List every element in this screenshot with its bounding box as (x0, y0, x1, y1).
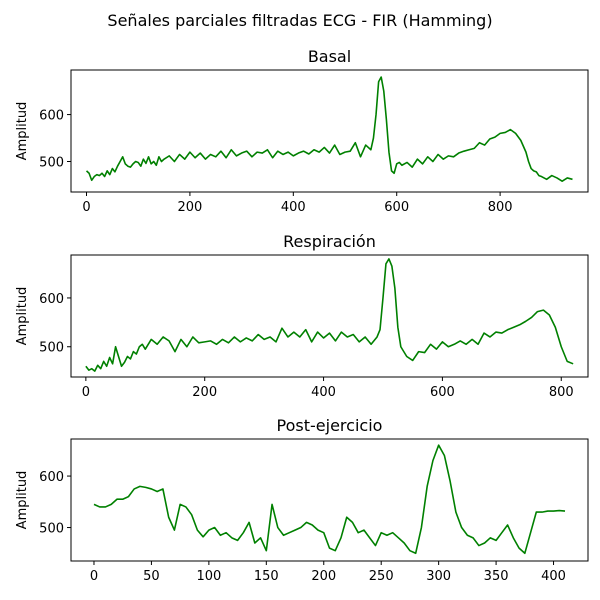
subplot-0: Basal 0 200 400 600 800 500 600 Amplitud (15, 47, 589, 215)
y-tick-label: 600 (39, 470, 64, 485)
y-tick-label: 600 (39, 292, 64, 307)
x-tick-label: 400 (311, 385, 336, 400)
x-tick-label: 50 (143, 569, 160, 584)
x-tick-label: 800 (488, 200, 513, 215)
x-tick-label: 800 (549, 385, 574, 400)
x-tick-label: 0 (82, 385, 90, 400)
y-tick-label: 500 (39, 156, 64, 171)
x-tick-label: 300 (426, 569, 451, 584)
subplot-1: Respiración 0 200 400 600 800 500 600 Amplitud (15, 232, 589, 400)
x-tick-label: 250 (369, 569, 394, 584)
x-tick-label: 400 (541, 569, 566, 584)
subplot-2: Post-ejercicio 0 50 100 150 200 250 300 350 400 50… (15, 416, 589, 584)
series-line (93, 444, 566, 555)
x-tick-label: 400 (281, 200, 306, 215)
x-tick-label: 200 (177, 200, 202, 215)
figure-title: Señales parciales filtradas ECG - FIR (H… (107, 11, 492, 30)
y-axis-label: Amplitud (15, 102, 30, 161)
axes-frame (70, 438, 589, 562)
x-tick-label: 200 (192, 385, 217, 400)
x-tick-label: 600 (430, 385, 455, 400)
subplot-title: Post-ejercicio (277, 416, 383, 435)
x-tick-label: 350 (484, 569, 509, 584)
x-tick-label: 0 (90, 569, 98, 584)
axes-frame (70, 254, 589, 378)
y-tick-label: 600 (39, 109, 64, 124)
x-tick-label: 0 (82, 200, 90, 215)
x-tick-label: 600 (384, 200, 409, 215)
y-tick-label: 500 (39, 341, 64, 356)
x-tick-label: 150 (254, 569, 279, 584)
subplot-title: Respiración (283, 232, 376, 251)
x-tick-label: 200 (311, 569, 336, 584)
y-tick-label: 500 (39, 522, 64, 537)
subplot-title: Basal (308, 47, 351, 66)
axes-frame (70, 69, 589, 193)
series-line (85, 258, 574, 372)
y-axis-label: Amplitud (15, 287, 30, 346)
series-line (85, 76, 573, 183)
x-tick-label: 100 (196, 569, 221, 584)
y-axis-label: Amplitud (15, 471, 30, 530)
